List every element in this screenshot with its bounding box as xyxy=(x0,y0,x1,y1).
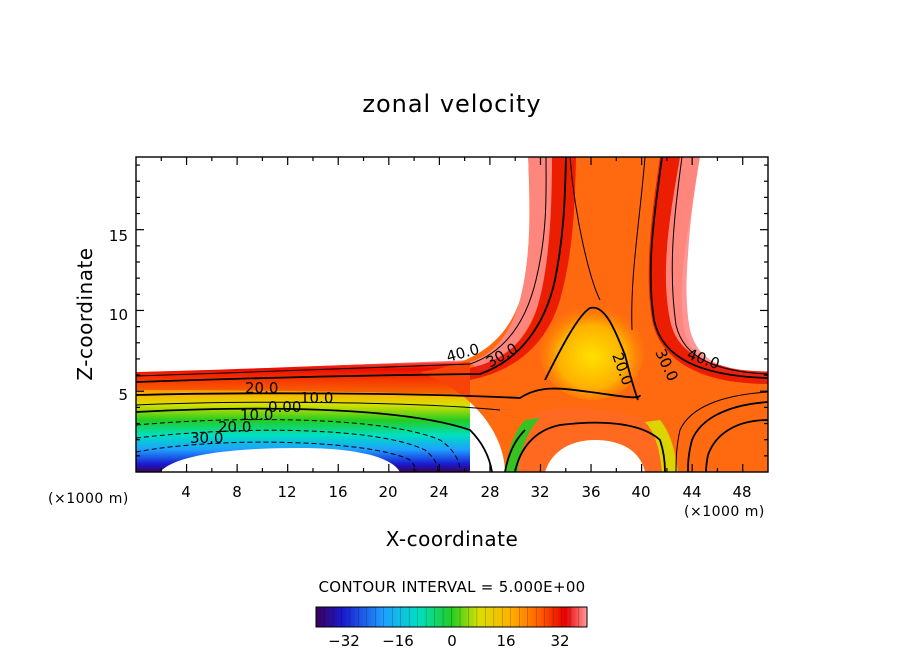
colorbar: −32 −16 0 16 32 xyxy=(315,606,588,650)
x-tick-label: 40 xyxy=(631,483,650,501)
contour-fill-stem-left xyxy=(470,157,552,372)
contour-line-20-layer xyxy=(136,387,641,399)
x-tick-labels: 4 8 12 16 20 24 28 32 36 40 44 48 xyxy=(181,483,751,501)
contour-line-40-left xyxy=(136,157,547,377)
colorbar-tick-label: 32 xyxy=(550,632,569,650)
contour-fill-stem-red xyxy=(470,157,576,380)
x-tick-label: 32 xyxy=(530,483,549,501)
contour-line-0-right xyxy=(705,419,768,472)
contour-label: 0.00 xyxy=(268,398,301,416)
contour-fill-stem-right xyxy=(665,157,768,380)
x-tick-label: 16 xyxy=(328,483,347,501)
contour-fill-white-topright xyxy=(687,157,768,372)
axis-ticks xyxy=(136,157,768,472)
y-axis-label: Z-coordinate xyxy=(73,247,97,380)
colorbar-tick-label: −16 xyxy=(382,632,414,650)
contour-fill-jet-band xyxy=(136,362,470,395)
x-tick-label: 20 xyxy=(378,483,397,501)
contour-interval-label: CONTOUR INTERVAL = 5.000E+00 xyxy=(318,578,585,596)
colorbar-divisions xyxy=(324,607,579,627)
contour-line-30-right xyxy=(649,157,768,379)
x-axis-label: X-coordinate xyxy=(386,527,519,551)
contour-line-10-right xyxy=(687,401,768,472)
contour-label: 20.0 xyxy=(218,418,251,436)
colorbar-tick-label: 0 xyxy=(447,632,457,650)
contour-label: 30.0 xyxy=(190,429,223,447)
x-tick-label: 4 xyxy=(181,483,191,501)
contour-label: 10.0 xyxy=(300,389,333,407)
contour-label: 20.0 xyxy=(245,379,278,397)
contour-line-40-right xyxy=(671,157,768,375)
contour-line-neg10 xyxy=(136,419,461,472)
contour-line-30-core xyxy=(569,157,601,301)
contour-line-neg20 xyxy=(136,429,439,472)
x-tick-label: 12 xyxy=(277,483,296,501)
contour-fill-core xyxy=(540,304,644,400)
contour-field xyxy=(136,157,768,472)
contour-line-20-right xyxy=(675,391,768,472)
contour-line-lower-0 xyxy=(504,429,526,472)
contour-line-0-layer xyxy=(136,407,493,472)
contour-fill-lower-red xyxy=(505,418,540,472)
x-tick-label: 48 xyxy=(732,483,751,501)
contour-line-20-core xyxy=(544,306,639,401)
chart-title: zonal velocity xyxy=(362,90,541,118)
plot-frame xyxy=(135,156,769,473)
contour-label: 10.0 xyxy=(240,406,273,424)
y-unit-label: (×1000 m) xyxy=(48,491,129,507)
contour-fill-white-topleft xyxy=(136,157,529,372)
colorbar-tick-label: 16 xyxy=(496,632,515,650)
y-tick-label: 5 xyxy=(118,386,128,404)
y-tick-label: 10 xyxy=(109,306,128,324)
x-tick-label: 36 xyxy=(581,483,600,501)
contour-line-30-core-b xyxy=(631,157,646,331)
x-tick-label: 28 xyxy=(480,483,499,501)
x-tick-label: 44 xyxy=(682,483,701,501)
contour-line-lower-20 xyxy=(514,421,666,472)
contour-line-neg30 xyxy=(136,441,417,472)
contour-fill-white-bottom-mid xyxy=(545,440,645,472)
x-unit-label: (×1000 m) xyxy=(684,504,765,520)
contour-line-30-left xyxy=(136,157,567,383)
colorbar-tick-label: −32 xyxy=(328,632,360,650)
contour-fill-white-bottom-left xyxy=(160,448,400,472)
contour-line-10-layer xyxy=(136,401,501,411)
x-tick-label: 8 xyxy=(232,483,242,501)
y-tick-label: 15 xyxy=(109,227,128,245)
contour-fill-stem-red-right xyxy=(648,157,768,384)
y-tick-labels: 5 10 15 xyxy=(109,227,128,404)
x-tick-label: 24 xyxy=(429,483,448,501)
